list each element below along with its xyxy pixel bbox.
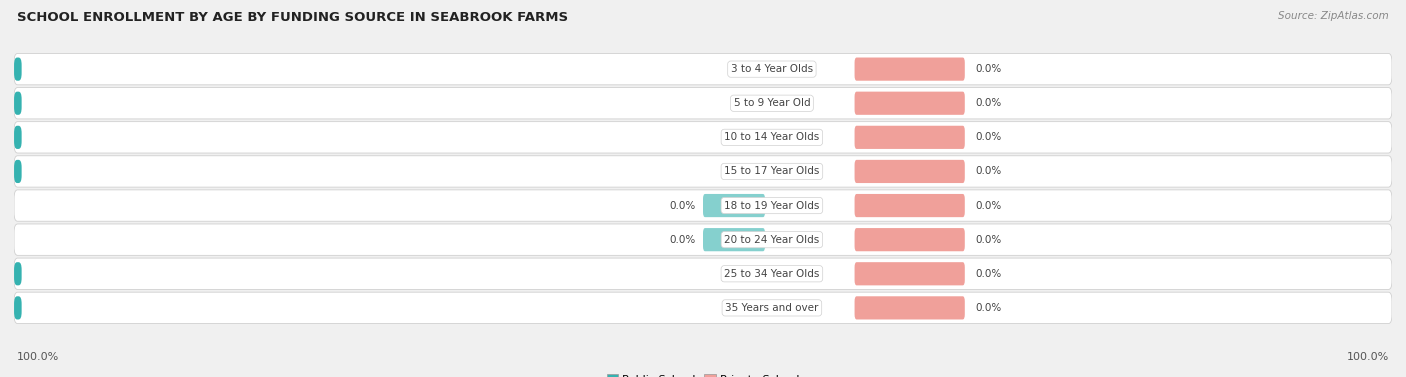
Text: Source: ZipAtlas.com: Source: ZipAtlas.com — [1278, 11, 1389, 21]
Text: 0.0%: 0.0% — [976, 64, 1002, 74]
FancyBboxPatch shape — [14, 262, 21, 285]
FancyBboxPatch shape — [855, 194, 965, 217]
FancyBboxPatch shape — [14, 126, 21, 149]
FancyBboxPatch shape — [14, 224, 1392, 255]
FancyBboxPatch shape — [14, 292, 1392, 323]
FancyBboxPatch shape — [855, 262, 965, 285]
FancyBboxPatch shape — [703, 228, 765, 251]
Text: 100.0%: 100.0% — [35, 303, 79, 313]
Text: 0.0%: 0.0% — [976, 132, 1002, 143]
FancyBboxPatch shape — [855, 92, 965, 115]
FancyBboxPatch shape — [14, 54, 1392, 85]
Text: 0.0%: 0.0% — [976, 269, 1002, 279]
FancyBboxPatch shape — [14, 122, 1392, 153]
FancyBboxPatch shape — [855, 228, 965, 251]
FancyBboxPatch shape — [14, 87, 1392, 119]
Text: 35 Years and over: 35 Years and over — [725, 303, 818, 313]
FancyBboxPatch shape — [855, 58, 965, 81]
FancyBboxPatch shape — [855, 160, 965, 183]
Text: 100.0%: 100.0% — [1347, 352, 1389, 362]
Text: 0.0%: 0.0% — [669, 201, 696, 211]
Text: 100.0%: 100.0% — [35, 166, 79, 176]
Text: 100.0%: 100.0% — [35, 64, 79, 74]
Text: 15 to 17 Year Olds: 15 to 17 Year Olds — [724, 166, 820, 176]
Text: 0.0%: 0.0% — [976, 201, 1002, 211]
FancyBboxPatch shape — [14, 160, 21, 183]
Text: 20 to 24 Year Olds: 20 to 24 Year Olds — [724, 234, 820, 245]
FancyBboxPatch shape — [14, 296, 21, 319]
Legend: Public School, Private School: Public School, Private School — [602, 370, 804, 377]
FancyBboxPatch shape — [14, 258, 1392, 290]
Text: 0.0%: 0.0% — [976, 303, 1002, 313]
Text: 0.0%: 0.0% — [976, 166, 1002, 176]
FancyBboxPatch shape — [855, 296, 965, 319]
Text: 5 to 9 Year Old: 5 to 9 Year Old — [734, 98, 810, 108]
FancyBboxPatch shape — [14, 58, 21, 81]
Text: SCHOOL ENROLLMENT BY AGE BY FUNDING SOURCE IN SEABROOK FARMS: SCHOOL ENROLLMENT BY AGE BY FUNDING SOUR… — [17, 11, 568, 24]
FancyBboxPatch shape — [703, 194, 765, 217]
Text: 0.0%: 0.0% — [669, 234, 696, 245]
FancyBboxPatch shape — [855, 126, 965, 149]
FancyBboxPatch shape — [14, 190, 1392, 221]
Text: 100.0%: 100.0% — [35, 132, 79, 143]
Text: 3 to 4 Year Olds: 3 to 4 Year Olds — [731, 64, 813, 74]
Text: 100.0%: 100.0% — [35, 269, 79, 279]
Text: 25 to 34 Year Olds: 25 to 34 Year Olds — [724, 269, 820, 279]
FancyBboxPatch shape — [14, 156, 1392, 187]
Text: 10 to 14 Year Olds: 10 to 14 Year Olds — [724, 132, 820, 143]
Text: 100.0%: 100.0% — [35, 98, 79, 108]
Text: 0.0%: 0.0% — [976, 98, 1002, 108]
Text: 18 to 19 Year Olds: 18 to 19 Year Olds — [724, 201, 820, 211]
Text: 0.0%: 0.0% — [976, 234, 1002, 245]
Text: 100.0%: 100.0% — [17, 352, 59, 362]
FancyBboxPatch shape — [14, 92, 21, 115]
